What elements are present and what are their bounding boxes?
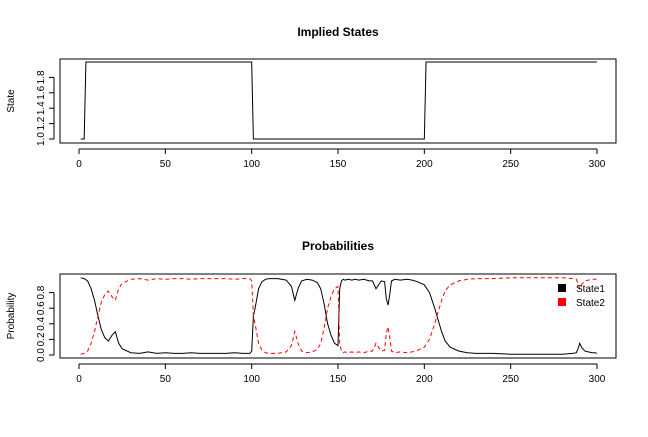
y-tick-label: 1.6	[36, 85, 47, 99]
legend-swatch-state2	[558, 298, 566, 306]
y-tick-label: 0.6	[36, 301, 47, 315]
series-line-state2	[80, 277, 598, 355]
x-tick-label: 100	[243, 159, 260, 170]
y-tick-label: 1.8	[36, 70, 47, 84]
x-tick-label: 300	[589, 159, 606, 170]
x-tick-label: 100	[243, 374, 260, 385]
y-tick-label: 0.0	[36, 348, 47, 362]
series-group	[80, 61, 597, 140]
legend-swatch-state1	[558, 284, 566, 292]
x-tick-label: 150	[330, 159, 347, 170]
chart-title: Implied States	[297, 25, 379, 39]
chart-title: Probabilities	[302, 239, 374, 253]
y-tick-label: 1.2	[36, 116, 47, 130]
x-tick-label: 0	[76, 374, 82, 385]
series-line-state1	[80, 277, 598, 355]
axes: 0 50 100 150 200 250 300 1.0 1.21.4 1.61.8	[36, 70, 606, 170]
y-tick-label: 0.4	[36, 316, 47, 330]
legend-label-state1: State1	[576, 284, 605, 295]
x-tick-label: 150	[330, 374, 347, 385]
probabilities-panel: Probabilities Probability 0 50 100 150 200 25…	[6, 239, 617, 385]
x-tick-label: 250	[502, 159, 519, 170]
legend: State1 State2	[558, 284, 605, 309]
y-tick-label: 1.0	[36, 132, 47, 146]
x-tick-label: 300	[589, 374, 606, 385]
plot-frame	[59, 58, 617, 144]
y-tick-label: 0.8	[36, 285, 47, 299]
x-tick-label: 200	[416, 159, 433, 170]
y-axis-label: Probability	[6, 293, 17, 340]
y-tick-label: 1.4	[36, 101, 47, 115]
implied-states-panel: Implied States State 0 50 100 150 200 250 300 1…	[6, 25, 617, 170]
plot-frame	[59, 273, 617, 359]
x-tick-label: 200	[416, 374, 433, 385]
series-line	[80, 61, 597, 140]
x-tick-label: 50	[160, 374, 172, 385]
series-group	[80, 277, 598, 355]
x-tick-label: 250	[502, 374, 519, 385]
legend-label-state2: State2	[576, 298, 605, 309]
y-tick-label: 0.2	[36, 332, 47, 346]
x-tick-label: 0	[76, 159, 82, 170]
y-axis-label: State	[6, 89, 17, 113]
axes: 0 50 100 150 200 250 300 0.0 0.2 0.40.6 0.8	[36, 285, 606, 385]
x-tick-label: 50	[160, 159, 172, 170]
